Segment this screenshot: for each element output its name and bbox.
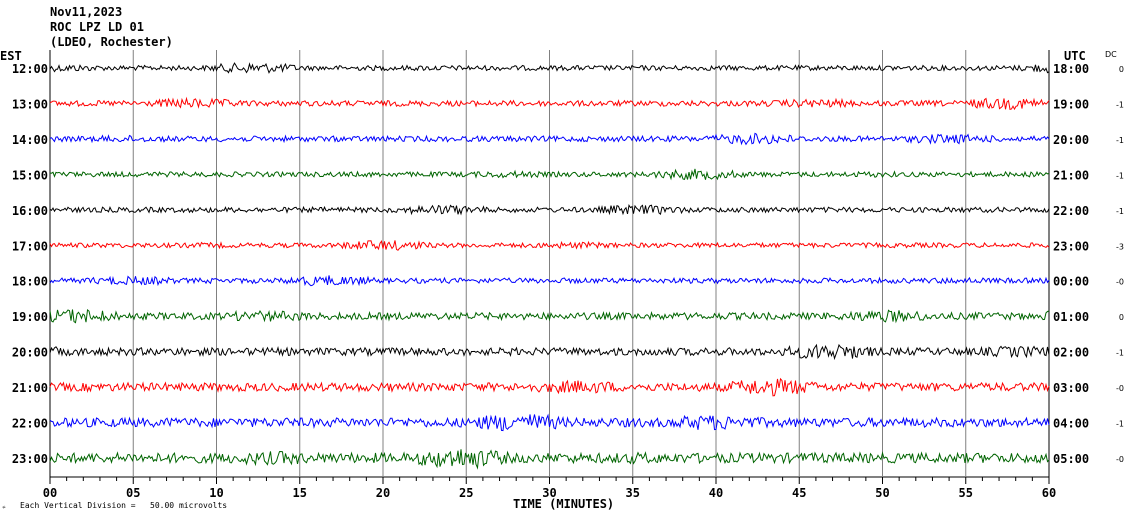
dc-value: -1 (1116, 207, 1124, 216)
dc-value: -1 (1116, 420, 1124, 429)
utc-axis-label: UTC (1064, 49, 1086, 63)
x-tick-label: 10 (209, 486, 223, 500)
x-tick-label: 55 (959, 486, 973, 500)
row-labels: 12:00 18:00 0 13:00 19:00 -1 14:00 20:00 -1 15:00… (12, 62, 1124, 466)
est-label: 14:00 (12, 133, 48, 147)
utc-label: 02:00 (1053, 346, 1089, 360)
dc-value: -0 (1116, 278, 1124, 287)
trace-1600 (49, 203, 1050, 216)
dc-value: -0 (1116, 455, 1124, 464)
logo-mark: ≁ (2, 504, 6, 511)
utc-label: 22:00 (1053, 204, 1089, 218)
est-label: 21:00 (12, 381, 48, 395)
x-tick-label: 30 (542, 486, 556, 500)
dc-label: DC (1105, 50, 1117, 59)
x-axis-title: TIME (MINUTES) (513, 497, 614, 511)
trace-1400 (49, 132, 1050, 146)
utc-label: 20:00 (1053, 133, 1089, 147)
x-tick-label: 25 (459, 486, 473, 500)
x-tick-label: 40 (709, 486, 723, 500)
utc-label: 18:00 (1053, 62, 1089, 76)
est-label: 13:00 (12, 97, 48, 111)
utc-label: 00:00 (1053, 275, 1089, 289)
utc-label: 04:00 (1053, 417, 1089, 431)
trace-1300 (49, 96, 1050, 111)
dc-value: -3 (1116, 242, 1124, 251)
utc-label: 23:00 (1053, 239, 1089, 253)
date-label: Nov11,2023 (50, 5, 122, 19)
x-tick-label: 00 (43, 486, 57, 500)
x-tick-label: 15 (293, 486, 307, 500)
trace-2200 (49, 413, 1050, 432)
trace-1700 (49, 239, 1050, 251)
trace-2000 (49, 343, 1050, 361)
est-axis-label: EST (0, 49, 22, 63)
trace-1800 (49, 275, 1050, 287)
x-tick-label: 45 (792, 486, 806, 500)
est-label: 18:00 (12, 275, 48, 289)
trace-1200 (49, 62, 1050, 74)
est-label: 15:00 (12, 168, 48, 182)
utc-label: 01:00 (1053, 310, 1089, 324)
est-label: 22:00 (12, 417, 48, 431)
trace-1500 (49, 168, 1050, 181)
dc-value: -1 (1116, 100, 1124, 109)
est-label: 23:00 (12, 452, 48, 466)
station-label: ROC LPZ LD 01 (50, 20, 144, 34)
dc-value: -1 (1116, 171, 1124, 180)
est-label: 12:00 (12, 62, 48, 76)
utc-label: 05:00 (1053, 452, 1089, 466)
scale-note: Each Vertical Division = 50.00 microvolt… (20, 501, 227, 510)
x-axis: 00 05 10 15 20 25 30 35 40 45 50 55 60 (43, 477, 1056, 500)
network-label: (LDEO, Rochester) (50, 35, 173, 49)
dc-value: -1 (1116, 349, 1124, 358)
dc-value: 0 (1119, 65, 1124, 74)
dc-value: -1 (1116, 136, 1124, 145)
est-label: 16:00 (12, 204, 48, 218)
dc-value: 0 (1119, 313, 1124, 322)
trace-2100 (49, 377, 1050, 397)
est-label: 20:00 (12, 346, 48, 360)
x-tick-label: 50 (875, 486, 889, 500)
x-tick-label: 60 (1042, 486, 1056, 500)
utc-label: 21:00 (1053, 168, 1089, 182)
utc-label: 03:00 (1053, 381, 1089, 395)
dc-value: -0 (1116, 384, 1124, 393)
est-label: 19:00 (12, 310, 48, 324)
grid (49, 50, 1050, 478)
trace-2300 (49, 449, 1050, 470)
utc-label: 19:00 (1053, 97, 1089, 111)
x-tick-label: 20 (376, 486, 390, 500)
est-label: 17:00 (12, 239, 48, 253)
x-tick-label: 05 (126, 486, 140, 500)
x-tick-label: 35 (626, 486, 640, 500)
traces (49, 62, 1050, 470)
trace-1900 (49, 308, 1050, 324)
